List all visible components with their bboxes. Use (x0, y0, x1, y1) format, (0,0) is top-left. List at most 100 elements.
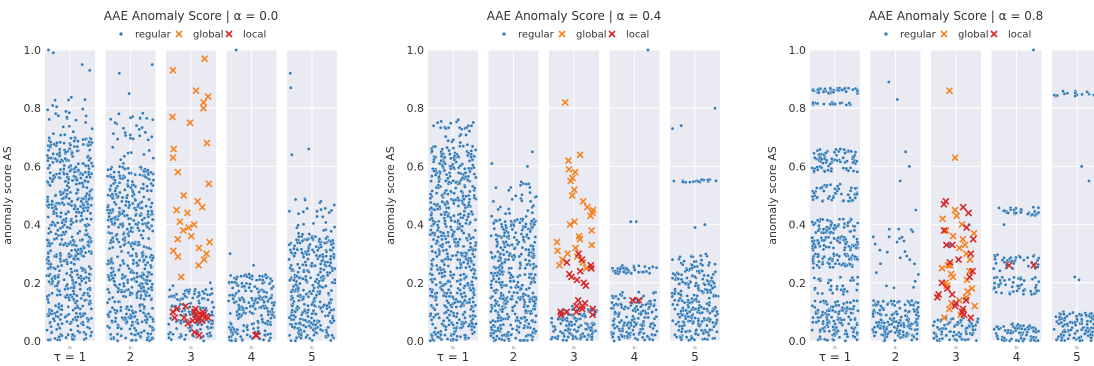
data-point-regular (654, 265, 659, 270)
data-point-regular (233, 339, 238, 343)
data-point-regular (309, 321, 313, 325)
data-point-regular (120, 199, 124, 204)
data-point-regular (53, 193, 58, 198)
data-point-regular (471, 309, 476, 314)
data-point-regular (529, 280, 534, 285)
data-point-regular (292, 244, 297, 248)
data-point-regular (1021, 288, 1026, 293)
data-point-regular (510, 305, 515, 310)
data-point-regular (67, 124, 72, 128)
data-point-regular (170, 303, 174, 308)
data-point-regular (289, 338, 293, 343)
data-point-regular (133, 198, 138, 203)
x-tick-label: τ = 1 (54, 350, 87, 364)
data-point-regular (456, 118, 461, 122)
data-point-regular (83, 164, 88, 168)
data-point-regular (134, 123, 139, 128)
data-point-regular (332, 225, 337, 229)
data-point-regular (493, 338, 498, 342)
data-point-regular (330, 280, 335, 285)
data-point-regular (1000, 275, 1005, 280)
data-point-regular (87, 249, 91, 254)
data-point-regular (46, 255, 51, 259)
legend-marker-regular (502, 32, 506, 36)
data-point-regular (45, 328, 49, 332)
data-point-regular (939, 330, 944, 334)
data-point-regular (58, 133, 63, 137)
data-point-regular (572, 322, 577, 327)
data-point-regular (59, 158, 64, 162)
data-point-regular (146, 215, 151, 219)
data-point-regular (149, 265, 154, 270)
data-point-regular (127, 205, 131, 210)
data-point-regular (145, 168, 150, 172)
data-point-regular (898, 256, 903, 260)
data-point-regular (227, 293, 232, 298)
data-point-regular (903, 313, 908, 318)
data-point-regular (892, 303, 897, 308)
data-point-regular (243, 289, 248, 293)
data-point-regular (133, 222, 138, 226)
data-point-regular (525, 164, 530, 169)
data-point-regular (302, 308, 307, 313)
data-point-regular (330, 316, 335, 321)
data-point-regular (445, 145, 449, 150)
data-point-regular (328, 260, 333, 265)
data-point-regular (461, 144, 466, 148)
data-point-regular (466, 174, 471, 179)
data-point-regular (81, 196, 86, 201)
data-point-regular (150, 201, 154, 205)
data-point-regular (146, 138, 150, 142)
data-point-regular (693, 225, 697, 230)
data-point-regular (892, 299, 896, 303)
data-point-regular (439, 119, 443, 124)
data-point-regular (47, 274, 51, 278)
data-point-regular (1022, 337, 1027, 341)
data-point-regular (148, 205, 153, 209)
data-point-regular (110, 295, 115, 300)
data-point-regular (639, 304, 643, 309)
data-point-regular (143, 263, 148, 267)
data-point-regular (119, 326, 124, 331)
data-point-regular (137, 258, 142, 263)
data-point-regular (849, 186, 854, 190)
data-point-regular (813, 245, 818, 249)
data-point-regular (115, 254, 120, 259)
data-point-regular (466, 281, 470, 286)
data-point-regular (89, 137, 93, 141)
data-point-regular (115, 137, 120, 141)
data-point-regular (459, 189, 464, 194)
data-point-regular (135, 295, 139, 300)
data-point-regular (674, 322, 678, 326)
data-point-regular (251, 304, 256, 309)
data-point-regular (878, 312, 882, 316)
data-point-regular (851, 330, 856, 334)
data-point-regular (226, 299, 231, 303)
data-point-regular (974, 338, 979, 343)
data-point-regular (514, 300, 519, 304)
data-point-regular (495, 244, 499, 249)
data-point-regular (509, 285, 513, 290)
data-point-regular (180, 297, 185, 301)
data-point-regular (637, 290, 641, 294)
data-point-regular (971, 328, 976, 332)
data-point-regular (126, 216, 131, 221)
data-point-regular (122, 154, 127, 158)
data-point-regular (1016, 322, 1020, 327)
data-point-regular (65, 188, 70, 192)
data-point-regular (463, 254, 468, 259)
data-point-regular (855, 240, 860, 244)
data-point-regular (263, 272, 268, 277)
data-point-regular (461, 260, 466, 265)
data-point-regular (677, 324, 682, 328)
data-point-regular (46, 241, 51, 245)
data-point-regular (893, 338, 897, 343)
data-point-regular (453, 219, 457, 224)
data-point-regular (139, 165, 143, 170)
data-point-regular (1018, 277, 1023, 282)
data-point-regular (127, 91, 131, 96)
data-point-regular (434, 282, 438, 287)
data-point-regular (467, 297, 472, 302)
data-point-regular (68, 321, 72, 326)
data-point-regular (823, 169, 827, 174)
